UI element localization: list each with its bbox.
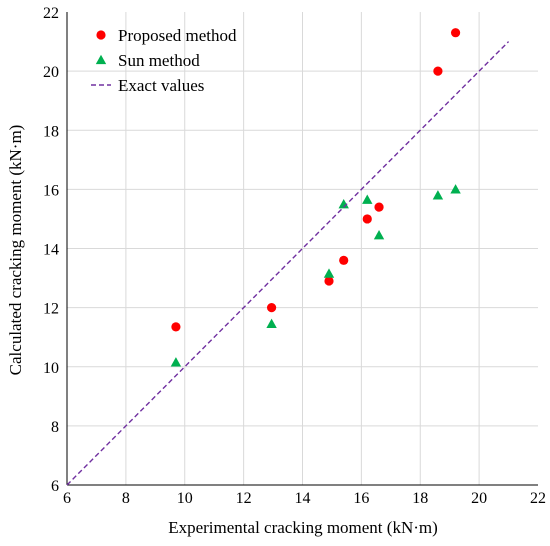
sun-method-point bbox=[362, 194, 373, 204]
legend-triangle-marker bbox=[95, 54, 107, 65]
x-tick-label: 8 bbox=[122, 490, 130, 507]
plot-frame bbox=[66, 12, 538, 486]
proposed-method-point bbox=[374, 202, 384, 212]
sun-method-point bbox=[266, 318, 277, 329]
y-tick-label: 22 bbox=[43, 5, 59, 22]
y-tick-label: 16 bbox=[43, 182, 59, 199]
x-tick-label: 14 bbox=[295, 490, 311, 507]
x-tick-label: 6 bbox=[63, 490, 71, 507]
proposed-method-point bbox=[339, 255, 349, 265]
legend-label: Proposed method bbox=[118, 26, 237, 45]
legend: Proposed method Sun method Exact values bbox=[91, 26, 237, 95]
y-tick-label: 8 bbox=[51, 419, 59, 436]
proposed-method-point bbox=[324, 276, 334, 286]
proposed-method-point bbox=[433, 66, 443, 76]
y-tick-label: 20 bbox=[43, 64, 59, 81]
x-tick-label: 20 bbox=[471, 490, 487, 507]
tick-labels: 6 8 10 12 14 16 18 20 22 6 8 10 12 14 16 18 20 22 bbox=[43, 5, 546, 507]
exact-values-line bbox=[66, 41, 510, 486]
sun-method-point bbox=[338, 198, 349, 209]
x-axis-label: Experimental cracking moment (kN·m) bbox=[168, 518, 438, 537]
sun-method-point bbox=[170, 357, 182, 367]
legend-label: Exact values bbox=[118, 76, 204, 95]
proposed-method-point bbox=[362, 214, 372, 224]
y-tick-label: 10 bbox=[43, 360, 59, 377]
data-series bbox=[66, 28, 510, 486]
proposed-method-point bbox=[171, 322, 181, 332]
x-tick-label: 16 bbox=[353, 490, 369, 507]
y-tick-label: 12 bbox=[43, 301, 59, 318]
y-tick-label: 14 bbox=[43, 242, 59, 259]
grid bbox=[67, 12, 538, 485]
sun-method-point bbox=[432, 190, 444, 200]
sun-method-point bbox=[373, 229, 385, 240]
sun-method-point bbox=[323, 268, 335, 278]
proposed-method-point bbox=[266, 303, 277, 313]
y-axis-label: Calculated cracking moment (kN·m) bbox=[6, 125, 25, 376]
y-tick-label: 6 bbox=[51, 478, 59, 495]
x-tick-label: 10 bbox=[177, 490, 193, 507]
sun-method-point bbox=[450, 184, 461, 194]
x-tick-label: 22 bbox=[530, 490, 546, 507]
x-tick-label: 18 bbox=[412, 490, 428, 507]
legend-label: Sun method bbox=[118, 51, 200, 70]
proposed-method-point bbox=[450, 28, 461, 38]
legend-circle-marker bbox=[96, 30, 106, 40]
x-tick-label: 12 bbox=[236, 490, 252, 507]
y-tick-label: 18 bbox=[43, 123, 59, 140]
